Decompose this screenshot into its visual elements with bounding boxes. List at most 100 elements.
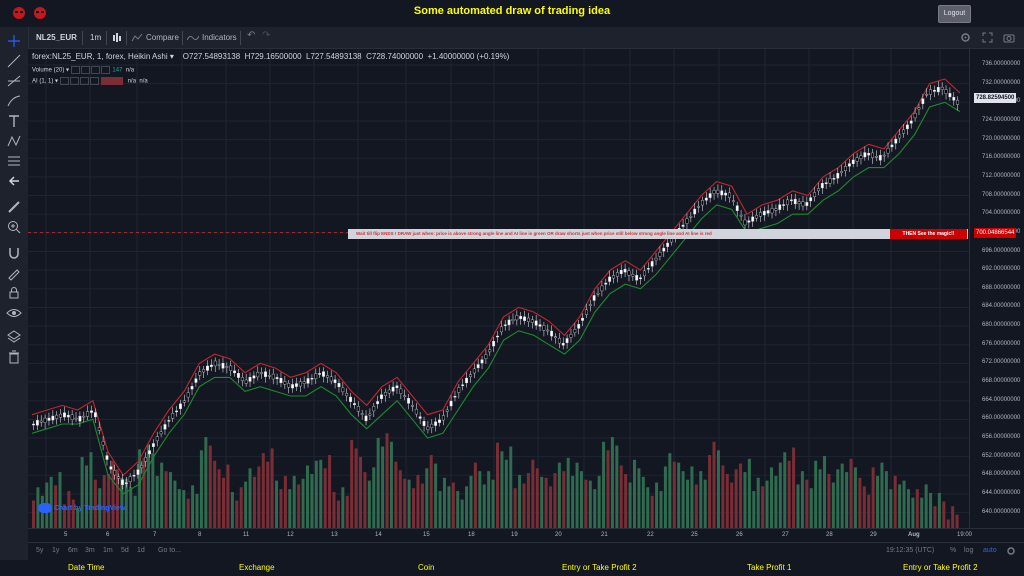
chart-pane[interactable] <box>28 49 969 528</box>
compare-button[interactable]: Compare <box>146 33 179 42</box>
candle-body <box>353 403 356 406</box>
range-button-1d[interactable]: 1d <box>137 547 145 554</box>
volume-label[interactable]: Volume (20) <box>32 67 65 74</box>
logout-button[interactable]: Logout <box>938 5 971 23</box>
tradingview-logo[interactable]: Chart by TradingView <box>38 503 125 513</box>
layers-icon[interactable] <box>6 329 22 345</box>
candle-body <box>530 319 534 323</box>
pattern-icon[interactable] <box>6 133 22 149</box>
signal-banner: Wait till flip ENDS ! DRAW just when: pr… <box>348 229 968 239</box>
volume-bar <box>146 444 150 528</box>
volume-bar <box>336 500 340 528</box>
volume-bar <box>213 460 217 528</box>
footer-col-datetime: Date Time <box>68 563 105 572</box>
time-tick-label: 21 <box>601 532 608 538</box>
zoom-in-icon[interactable] <box>6 219 22 235</box>
volume-bar <box>513 488 517 528</box>
candle-body <box>51 415 55 421</box>
text-icon[interactable] <box>6 113 22 129</box>
legend-series-title[interactable]: forex:NL25_EUR, 1, forex, Heikin Ashi <box>32 52 168 61</box>
candle-body <box>364 415 368 422</box>
volume-bar <box>248 468 252 528</box>
price-axis[interactable]: 736.00000000732.00000000728.00000000724.… <box>969 49 1024 528</box>
volume-bar <box>314 460 318 528</box>
candle-body <box>759 212 762 217</box>
indicators-button[interactable]: Indicators <box>202 33 237 42</box>
candle-body <box>933 89 936 92</box>
volume-bar <box>778 462 782 528</box>
interval-selector[interactable]: 1m <box>90 33 102 42</box>
candle-body <box>608 276 612 282</box>
range-button-5y[interactable]: 5y <box>36 547 44 554</box>
volume-bar <box>420 483 424 528</box>
banner-text: Wait till flip ENDS ! DRAW just when: pr… <box>356 231 712 236</box>
crosshair-icon[interactable] <box>6 33 22 49</box>
log-toggle[interactable]: log <box>964 547 974 554</box>
volume-bar <box>381 446 385 528</box>
candle-body <box>809 197 813 202</box>
chart-type-icon[interactable] <box>112 33 122 43</box>
volume-bar <box>275 480 279 528</box>
eye-icon[interactable] <box>6 305 22 321</box>
volume-bar <box>880 462 884 528</box>
percent-toggle[interactable]: % <box>950 547 957 554</box>
range-button-5d[interactable]: 5d <box>121 547 129 554</box>
symbol-search[interactable]: NL25_EUR <box>36 33 77 42</box>
candle-body <box>78 416 82 422</box>
fib-icon[interactable] <box>6 73 22 89</box>
brush-icon[interactable] <box>6 93 22 109</box>
prediction-icon[interactable] <box>6 153 22 169</box>
range-button-1m[interactable]: 1m <box>103 547 113 554</box>
candle-body <box>546 329 550 332</box>
volume-bar <box>32 500 35 528</box>
magnet-icon[interactable] <box>6 245 22 261</box>
clock-display[interactable]: 19:12:35 (UTC) <box>886 547 935 554</box>
candle-body <box>774 208 778 211</box>
candle-body <box>917 107 921 110</box>
candle-body <box>35 420 39 426</box>
range-button-1y[interactable]: 1y <box>52 547 60 554</box>
candle-body <box>724 192 728 196</box>
candle-body <box>600 285 604 292</box>
volume-bar <box>549 486 553 528</box>
volume-bar <box>756 477 760 528</box>
lock-icon[interactable] <box>6 285 22 301</box>
time-tick-label: 18 <box>468 532 475 538</box>
trend-line-icon[interactable] <box>6 53 22 69</box>
undo-icon[interactable]: ↶ <box>247 30 256 41</box>
volume-bar <box>67 491 71 528</box>
candle-body <box>295 383 298 387</box>
ruler-icon[interactable] <box>6 199 22 215</box>
candle-body <box>121 479 124 485</box>
range-button-6m[interactable]: 6m <box>68 547 78 554</box>
time-axis[interactable]: 5 6 7 8 11 12 13 14 15 18 19 20 21 22 25 26 27 28 29 Aug 19:… <box>28 528 1024 543</box>
volume-bar <box>36 487 40 528</box>
legend-change: +1.40000000 (+0.19%) <box>427 52 510 61</box>
candle-body <box>639 277 642 280</box>
price-tick-label: 736.00000000 <box>982 61 1021 67</box>
trash-icon[interactable] <box>6 349 22 365</box>
settings-icon[interactable] <box>1006 546 1016 556</box>
ai-na-2: n/a <box>139 78 148 85</box>
volume-bar <box>208 445 212 528</box>
gear-icon[interactable] <box>960 32 971 43</box>
auto-toggle[interactable]: auto <box>983 547 997 554</box>
candle-body <box>627 270 631 276</box>
price-tick-label: 648.00000000 <box>982 471 1021 478</box>
fullscreen-icon[interactable] <box>982 32 993 43</box>
ai-label[interactable]: AI (1, 1) <box>32 78 54 85</box>
time-tick-label: 19:00 <box>957 532 973 538</box>
candle-body <box>151 443 155 447</box>
redo-icon[interactable]: ↷ <box>262 30 271 41</box>
candle-body <box>840 171 844 174</box>
camera-icon[interactable] <box>1003 32 1015 43</box>
stay-drawing-icon[interactable] <box>6 265 22 281</box>
price-tick-label: 688.00000000 <box>982 284 1021 291</box>
candle-body <box>929 89 932 95</box>
candle-body <box>499 326 503 333</box>
arrow-left-icon[interactable] <box>6 173 22 189</box>
price-chart[interactable] <box>28 49 969 528</box>
range-button-3m[interactable]: 3m <box>85 547 95 554</box>
ai-na-1: n/a <box>127 78 137 85</box>
goto-button[interactable]: Go to... <box>158 547 181 554</box>
